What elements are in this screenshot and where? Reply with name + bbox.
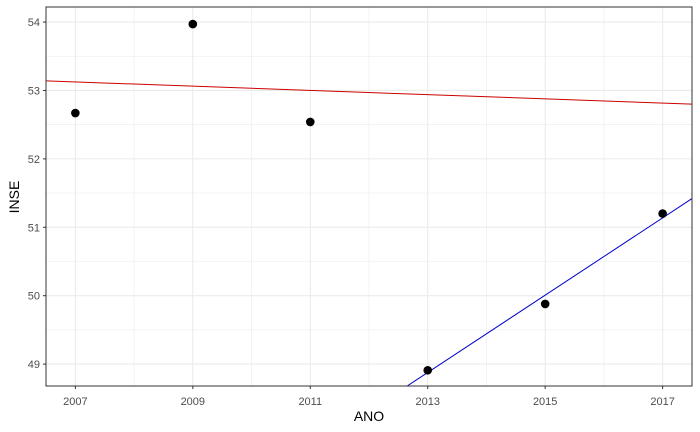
x-tick-label: 2017	[650, 396, 674, 408]
y-tick-label: 54	[28, 17, 40, 29]
data-point-2011	[305, 117, 315, 127]
y-axis-title: INSE	[6, 181, 22, 214]
data-point-2017	[658, 209, 667, 218]
data-point-2007	[71, 108, 80, 118]
y-tick-label: 49	[28, 359, 40, 371]
data-point-2009	[188, 19, 198, 29]
fit-lines	[45, 80, 693, 387]
y-tick-label: 50	[28, 291, 40, 303]
y-axis-ticks: 49 50 51 52 53 54	[28, 17, 46, 371]
x-axis-ticks: 2007 2009 2011 2013 2015 2017	[63, 386, 675, 408]
fit-line-2	[406, 198, 693, 387]
y-tick-label: 51	[28, 222, 40, 234]
data-point-2013	[423, 365, 433, 375]
minor-gridlines	[46, 7, 692, 386]
x-tick-label: 2011	[298, 396, 322, 408]
y-tick-label: 53	[28, 85, 40, 97]
fit-line-1	[45, 80, 693, 105]
x-tick-label: 2007	[63, 396, 87, 408]
x-axis-title: ANO	[354, 408, 384, 424]
data-point-2015	[540, 299, 550, 309]
y-tick-label: 52	[28, 154, 40, 166]
x-tick-label: 2013	[415, 396, 439, 408]
major-gridlines	[46, 7, 692, 386]
panel-border	[45, 6, 693, 387]
data-points	[71, 19, 667, 375]
x-tick-label: 2009	[181, 396, 205, 408]
x-tick-label: 2015	[533, 396, 557, 408]
